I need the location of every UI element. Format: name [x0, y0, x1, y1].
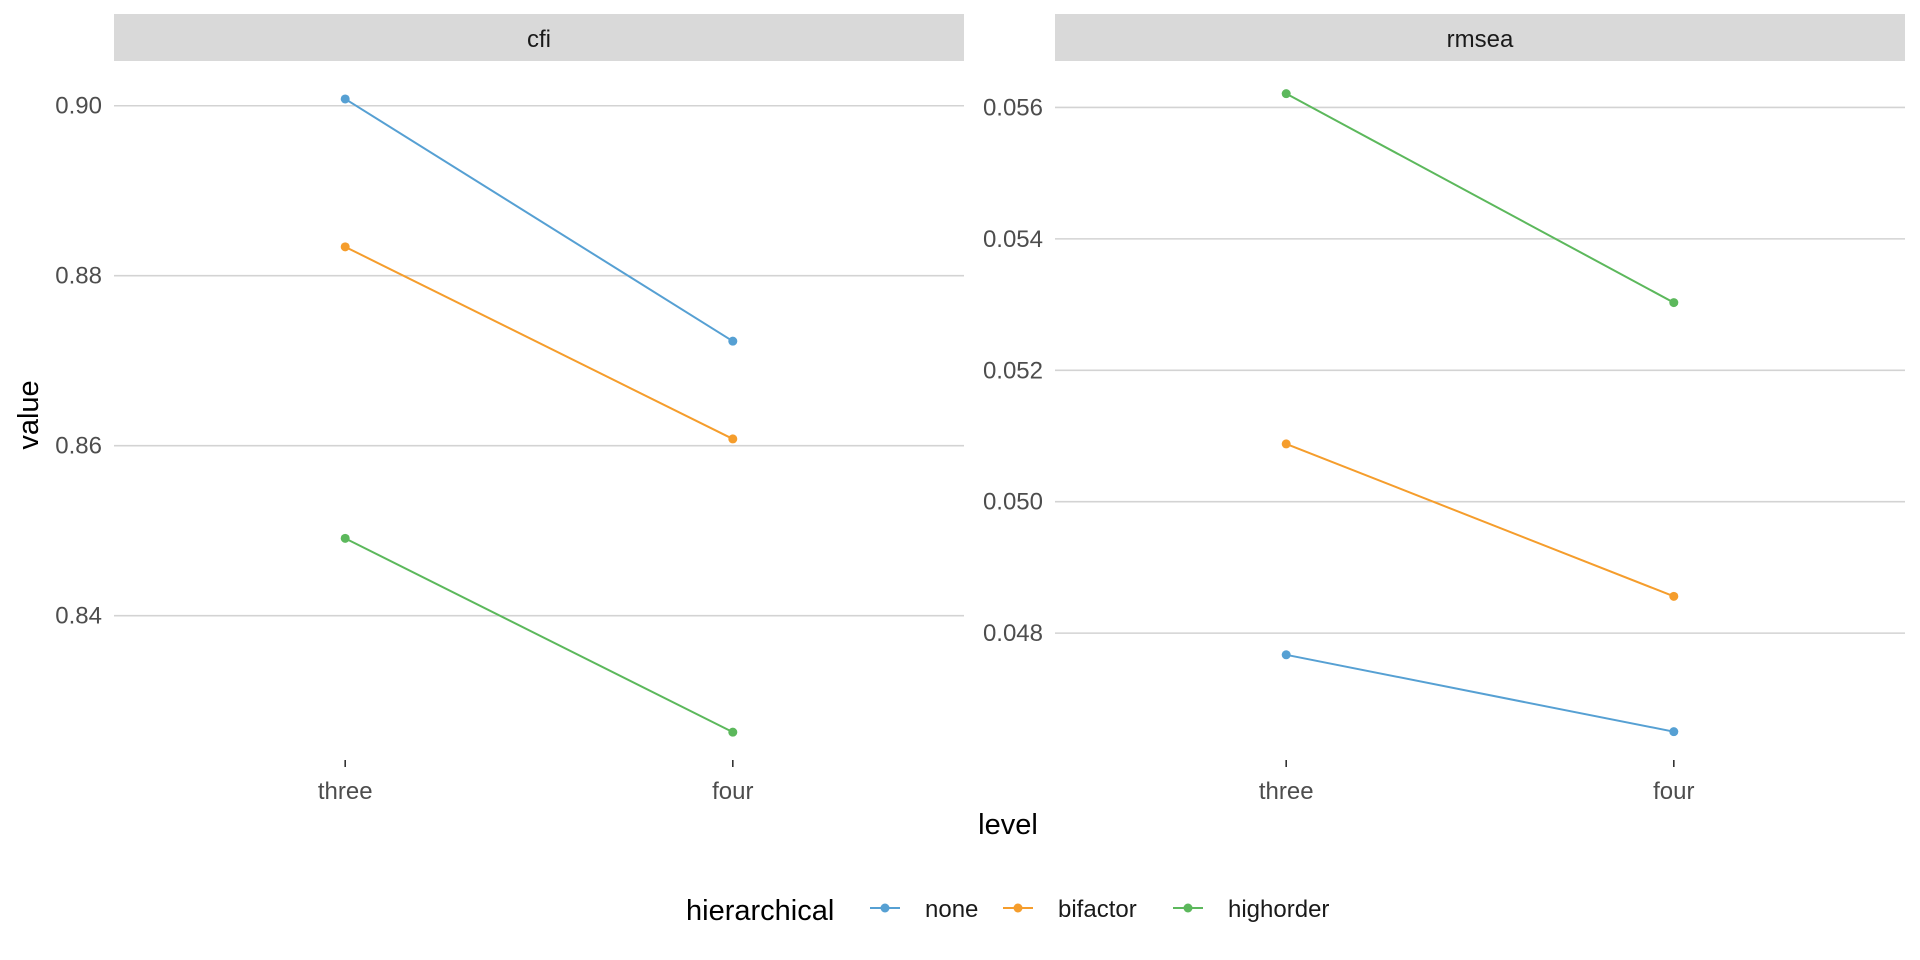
data-point-none [728, 336, 738, 346]
legend-key-point [1013, 903, 1023, 913]
x-tick-label: four [712, 778, 753, 805]
data-point-none [1669, 727, 1679, 737]
legend-label: highorder [1228, 896, 1329, 923]
data-point-none [340, 94, 350, 104]
x-tick-label: three [318, 778, 373, 805]
series-line-none [1286, 653, 1674, 733]
facet-strip [114, 14, 964, 61]
legend-entry-bifactor: bifactor [1003, 896, 1137, 923]
data-point-none [1281, 650, 1291, 660]
y-tick-label: 0.056 [983, 94, 1043, 121]
facet-strip-label: rmsea [1447, 26, 1514, 53]
y-tick-label: 0.88 [55, 263, 102, 290]
panel-cfi: cfi 0.84 0.86 0.88 0.90 three four [55, 14, 964, 805]
legend-label: bifactor [1058, 896, 1137, 923]
legend-key-point [880, 903, 890, 913]
y-tick-label: 0.86 [55, 433, 102, 460]
legend-title: hierarchical [686, 895, 834, 927]
x-axis-title: level [978, 809, 1038, 841]
y-tick-label: 0.90 [55, 93, 102, 120]
data-point-highorder [340, 533, 350, 543]
legend-entry-none: none [870, 896, 978, 923]
data-point-bifactor [340, 242, 350, 252]
data-point-highorder [1669, 298, 1679, 308]
y-tick-label: 0.84 [55, 603, 102, 630]
facet-strip [1055, 14, 1905, 61]
data-point-bifactor [1669, 591, 1679, 601]
panels-layer: cfi 0.84 0.86 0.88 0.90 three four rmsea 0.048 0.… [55, 14, 1905, 805]
x-tick-label: four [1653, 778, 1694, 805]
y-tick-label: 0.048 [983, 620, 1043, 647]
legend-key-point [1183, 903, 1193, 913]
data-point-bifactor [1281, 439, 1291, 449]
series-line-none [344, 98, 734, 343]
panel-rmsea: rmsea 0.048 0.050 0.052 0.054 0.056 three four [983, 14, 1905, 805]
y-axis-title: value [13, 380, 45, 449]
x-tick-label: three [1259, 778, 1314, 805]
facet-strip-label: cfi [527, 26, 551, 53]
data-point-highorder [1281, 89, 1291, 99]
legend-label: none [925, 896, 978, 923]
legend: hierarchical none bifactor highorder [686, 895, 1329, 927]
series-line-highorder [344, 537, 734, 734]
data-point-highorder [728, 727, 738, 737]
y-tick-label: 0.050 [983, 489, 1043, 516]
y-tick-label: 0.052 [983, 357, 1043, 384]
series-line-bifactor [344, 245, 734, 440]
y-tick-label: 0.054 [983, 226, 1043, 253]
legend-entry-highorder: highorder [1173, 896, 1329, 923]
series-line-highorder [1285, 92, 1675, 304]
data-point-bifactor [728, 434, 738, 444]
series-line-bifactor [1285, 442, 1675, 598]
